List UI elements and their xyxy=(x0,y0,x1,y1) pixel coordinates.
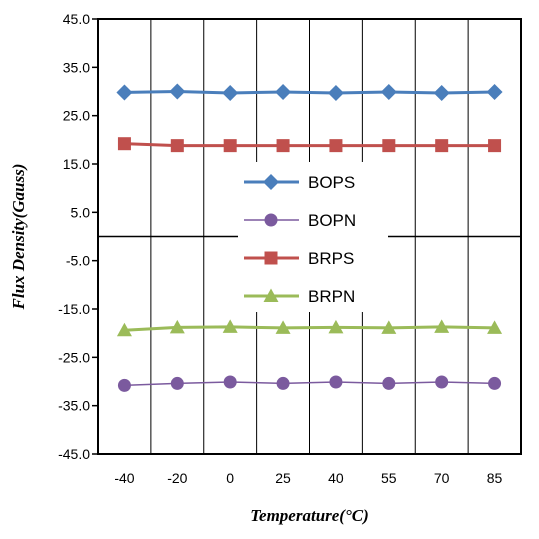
y-tick-label: -35.0 xyxy=(58,398,90,414)
legend-marker-bopn xyxy=(264,213,278,227)
data-point-bopn xyxy=(435,375,449,389)
legend-label-bops: BOPS xyxy=(308,173,355,192)
data-point-brps xyxy=(329,139,343,153)
legend: BOPS BOPN BRPS BRPN xyxy=(238,162,388,312)
legend-item-bopn: BOPN xyxy=(244,211,356,230)
legend-item-brps: BRPS xyxy=(244,249,354,268)
data-point-brps xyxy=(435,139,449,153)
series-line-brpn xyxy=(124,325,495,332)
data-point-brps xyxy=(117,137,131,151)
data-point-brpn xyxy=(434,319,450,333)
y-tick-label: -25.0 xyxy=(58,349,90,365)
legend-label-brpn: BRPN xyxy=(308,287,355,306)
data-point-brpn xyxy=(381,320,397,334)
data-point-bopn xyxy=(276,376,290,390)
data-point-bopn xyxy=(329,375,343,389)
series-line-brps xyxy=(124,142,495,148)
y-tick-label: 35.0 xyxy=(63,59,90,75)
series-bopn xyxy=(117,375,502,392)
series-brps xyxy=(117,137,502,153)
data-point-bops xyxy=(222,84,239,101)
data-point-brps xyxy=(276,139,290,153)
y-tick-label: -45.0 xyxy=(58,446,90,462)
y-tick-label: -15.0 xyxy=(58,301,90,317)
y-tick-label: 5.0 xyxy=(71,204,91,220)
y-tick-label: 25.0 xyxy=(63,108,90,124)
data-point-bops xyxy=(327,84,344,101)
x-tick-label: 0 xyxy=(226,470,234,486)
x-tick-label: 70 xyxy=(434,470,450,486)
data-point-brps xyxy=(223,139,237,153)
y-axis-title: Flux Density(Gauss) xyxy=(9,164,28,311)
series-layer xyxy=(116,83,503,392)
data-point-bops xyxy=(486,83,503,100)
data-point-bops xyxy=(433,84,450,101)
legend-label-bopn: BOPN xyxy=(308,211,356,230)
data-point-brps xyxy=(488,139,502,153)
legend-item-bops: BOPS xyxy=(244,173,355,192)
x-tick-label: 85 xyxy=(487,470,503,486)
series-bops xyxy=(116,83,503,101)
legend-label-brps: BRPS xyxy=(308,249,354,268)
y-tick-label: 15.0 xyxy=(63,156,90,172)
y-tick-labels: 45.0 35.0 25.0 15.0 5.0 -5.0 -15.0 -25.0 -35.0 -4… xyxy=(58,11,98,462)
legend-marker-brpn xyxy=(263,288,279,302)
x-axis-title: Temperature(°C) xyxy=(250,506,369,525)
legend-box xyxy=(238,162,388,312)
series-line-bopn xyxy=(124,381,495,387)
x-tick-label: -20 xyxy=(167,470,187,486)
legend-marker-brps xyxy=(264,251,278,265)
y-tick-label: 45.0 xyxy=(63,11,90,27)
data-point-brps xyxy=(382,139,396,153)
data-point-bopn xyxy=(488,376,502,390)
data-point-brpn xyxy=(169,319,185,334)
x-tick-label: -40 xyxy=(114,470,134,486)
data-point-bopn xyxy=(170,376,184,390)
legend-item-brpn: BRPN xyxy=(244,287,355,306)
data-point-brpn xyxy=(222,319,238,333)
x-tick-label: 25 xyxy=(275,470,291,486)
data-point-bops xyxy=(169,83,186,100)
data-point-brpn xyxy=(328,319,344,334)
data-point-brps xyxy=(170,139,184,153)
x-tick-label: 55 xyxy=(381,470,397,486)
series-line-bops xyxy=(124,89,495,95)
data-point-bopn xyxy=(382,376,396,390)
x-tick-labels: -40 -20 0 25 40 55 70 85 xyxy=(114,470,502,486)
data-point-brpn xyxy=(275,320,291,334)
x-tick-label: 40 xyxy=(328,470,344,486)
y-tick-label: -5.0 xyxy=(66,253,90,269)
series-brpn xyxy=(116,319,503,337)
legend-marker-bops xyxy=(263,174,279,190)
data-point-bops xyxy=(275,83,292,100)
data-point-bops xyxy=(380,83,397,100)
data-point-brpn xyxy=(116,322,132,337)
data-point-bopn xyxy=(223,375,237,389)
data-point-brpn xyxy=(487,320,503,334)
data-point-bops xyxy=(116,84,133,101)
data-point-bopn xyxy=(117,378,131,392)
